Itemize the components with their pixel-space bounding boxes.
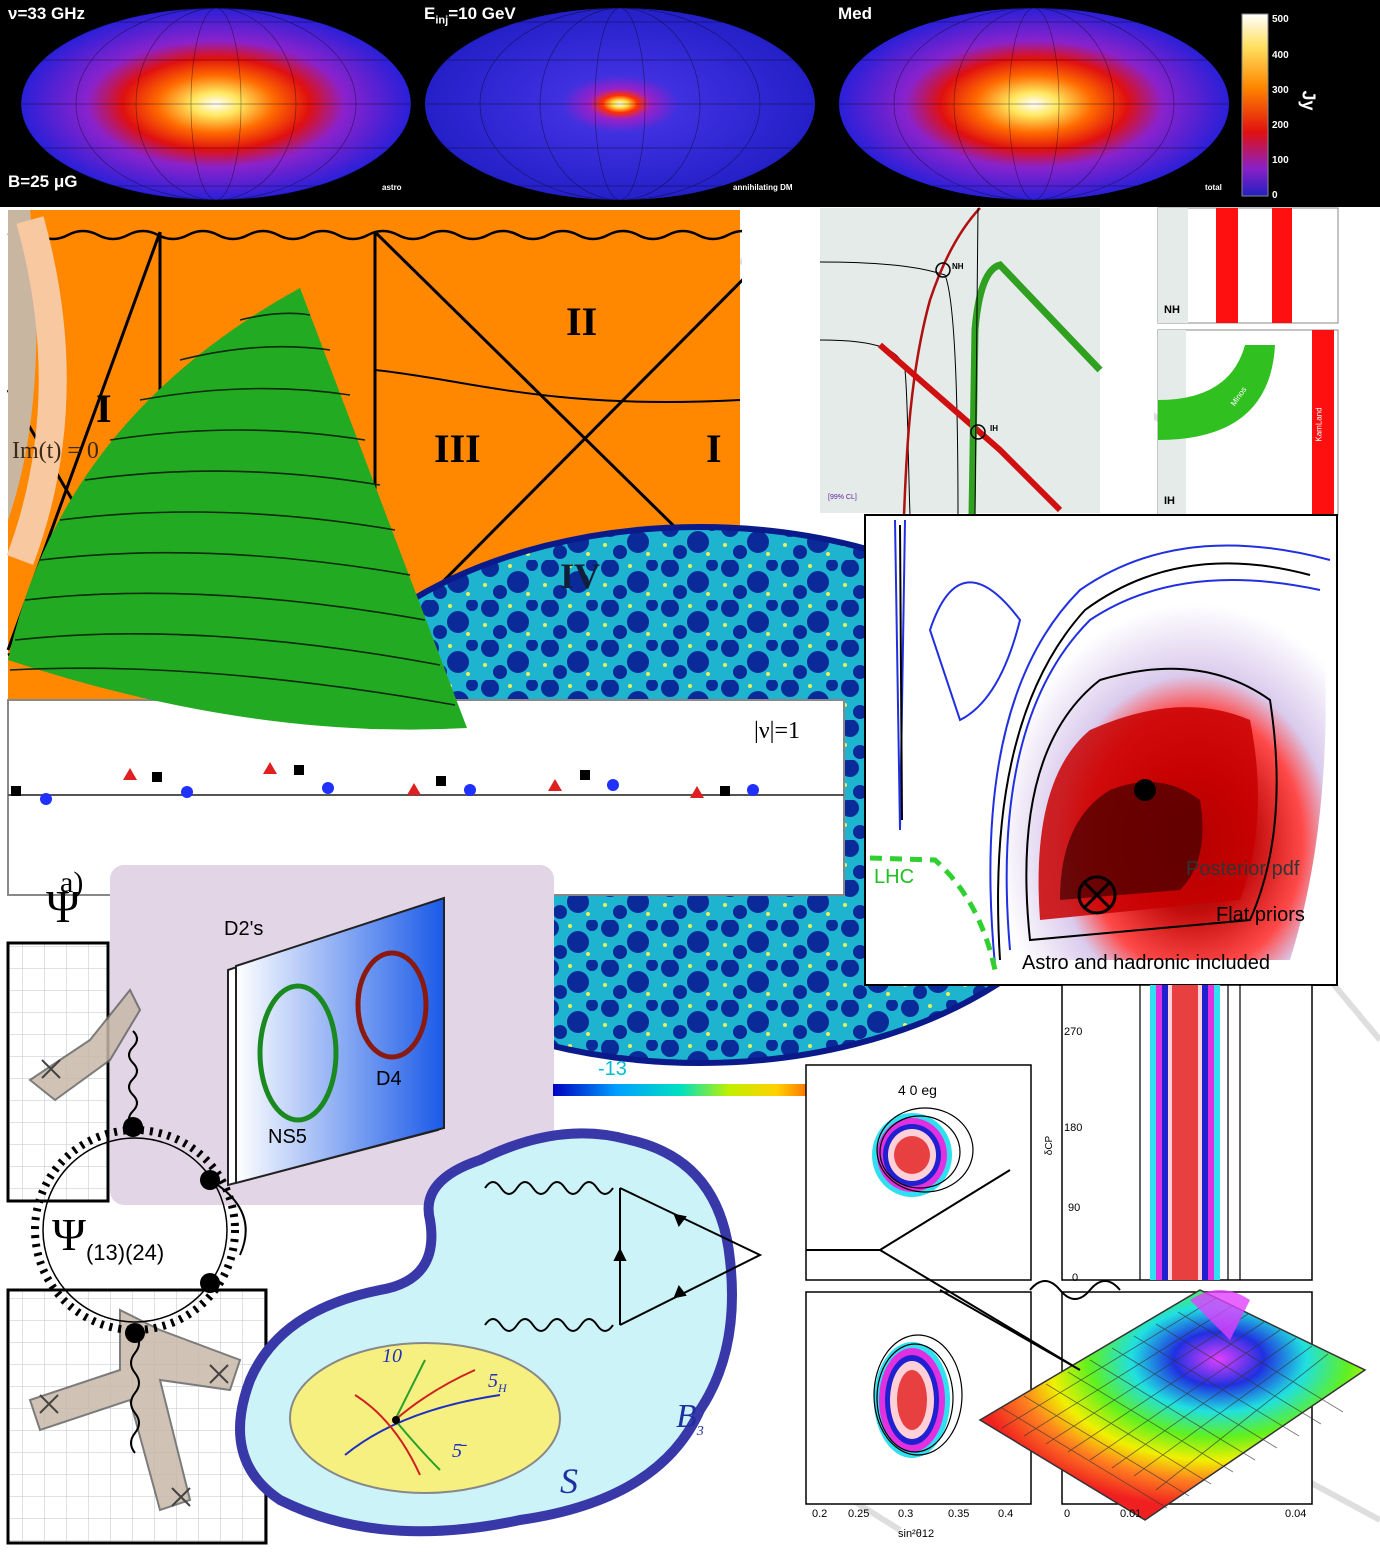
dbrane-panel [110,865,554,1205]
neutrino-ih-label: IH [990,424,998,433]
contour-xtick-0: 0 [1064,1508,1071,1520]
colorbar-unit: Jy [1298,90,1319,111]
neutrino-side-ih: IH [1164,495,1175,507]
neutrino-side-nh: NH [1164,304,1180,316]
skymap-diffusion: Med [838,4,872,23]
neutrino-nh-label: NH [952,262,964,271]
contour-xlabel: sin²θ12 [898,1528,935,1540]
green-wedge [8,288,467,730]
contour-xtick-001: 0.01 [1120,1508,1142,1520]
contour-fragment: 4 0 eg [898,1082,937,1098]
skymap-strip [0,0,1380,207]
skymap-injection-sub: inj [435,14,449,27]
colorbar-tick-500: 500 [1272,14,1289,25]
skymap-injection-value: =10 GeV [448,4,516,23]
penrose-region-ii: II [566,299,598,344]
contour-xtick-004: 0.04 [1285,1508,1307,1520]
ftheory-label-h: H [498,1381,507,1395]
posterior-lhc-label: LHC [874,866,915,888]
ftheory-blob [235,1128,763,1537]
contour-top-left [872,1107,974,1197]
neutrino-side-kamland: KamLand [1314,407,1324,442]
neutrino-mass-plot [742,207,1339,518]
skymap-astro [20,7,412,201]
contour-tick-180: 180 [1064,1122,1083,1134]
colorbar-tick-100: 100 [1272,155,1289,166]
colorbar-tick-300: 300 [1272,85,1289,96]
contour-tick-90: 90 [1068,1202,1081,1214]
dbrane-d4-label: D4 [376,1068,402,1090]
ftheory-base-symbol: B [676,1398,697,1435]
penrose-region-i-right: I [706,426,722,471]
ftheory-label-5: 5 [488,1370,498,1392]
contour-tick-270: 270 [1064,1026,1083,1038]
skymap-label-dm: annihilating DM [733,183,793,192]
d4-loop [355,950,429,1060]
contour-xtick-030: 0.3 [898,1508,914,1520]
neutrino-cl-label: [99% CL] [828,494,857,501]
colorbar-tick-400: 400 [1272,50,1289,61]
penrose-region-iv: IV [560,556,601,596]
posterior-otimes-marker [1077,875,1117,915]
skymap-gridlines [21,7,1229,201]
contour-deltacp-band [1139,985,1241,1280]
penrose-region-iii: III [434,426,481,471]
ftheory-label-5bar: 5̄ [452,1440,462,1462]
psi-bottom-symbol: Ψ [52,1209,86,1260]
dbrane-ns5-label: NS5 [268,1126,307,1148]
contour-xtick-040: 0.4 [998,1508,1014,1520]
penrose-im-label: Im(t) = 0 [12,438,99,464]
skymap-colorbar [1241,13,1269,197]
skymap-injection-prefix: E [424,4,436,23]
penrose-region-i-left: I [96,386,112,431]
ns5-loop [257,983,339,1123]
surface-plot [978,1289,1367,1521]
contour-xtick-020: 0.2 [812,1508,828,1520]
psi-bottom-label: Ψ(13)(24) [52,1208,164,1266]
skymap-dm [425,8,815,200]
ftheory-surface-label: S [560,1461,578,1501]
posterior-legend-astro: Astro and hadronic included [1022,952,1270,974]
overlay-arrows [939,1289,1081,1371]
skymap-injection-energy: Einj=10 GeV [424,4,516,26]
contour-bottom-left [873,1334,963,1458]
skymap-total [839,8,1229,200]
instanton-label: |ν|=1 [754,718,800,744]
posterior-legend-priors: Flat priors [1216,904,1305,926]
skymap-label-total: total [1205,183,1222,192]
ftheory-label-10: 10 [382,1345,402,1367]
contour-tick-0: 0 [1072,1272,1079,1284]
skymap-label-astro: astro [382,183,402,192]
posterior-plot [864,514,1338,986]
rainbow-colorbar [553,1084,873,1096]
instanton-markers [11,762,759,805]
colorbar-tick-0: 0 [1272,190,1278,201]
contour-xtick-025: 0.25 [848,1508,870,1520]
ftheory-label-5h: 5H [488,1370,507,1396]
psi-bottom-sub: (13)(24) [85,1240,165,1266]
skymap-frequency: ν=33 GHz [8,4,86,23]
rainbow-colorbar-label: -13 [598,1058,627,1080]
colorbar-tick-200: 200 [1272,120,1289,131]
skymap-bfield: B=25 μG [8,172,78,191]
psi-top-symbol: Ψ [46,881,80,932]
dbrane-panel-label: a) [60,866,84,899]
posterior-legend-pdf: Posterior pdf [1186,858,1300,880]
ftheory-base-label: B3 [676,1398,704,1440]
dbrane-stack-label: D2's [224,918,264,940]
posterior-best-fit [1134,779,1156,801]
ftheory-base-sub: 3 [696,1423,704,1439]
contour-deltacp-axis: δCP [1044,1135,1056,1156]
contour-xtick-035: 0.35 [948,1508,970,1520]
